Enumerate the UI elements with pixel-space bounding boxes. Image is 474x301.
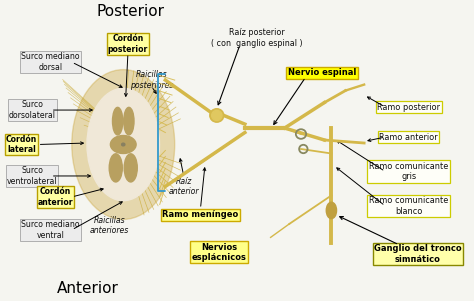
Text: Raíz
anterior: Raíz anterior bbox=[169, 177, 199, 196]
Text: Raicillas
anteriores: Raicillas anteriores bbox=[90, 216, 129, 235]
Text: Surco
dorsolateral: Surco dorsolateral bbox=[9, 100, 55, 120]
Text: Ramo posterior: Ramo posterior bbox=[377, 103, 440, 112]
Text: Ganglio del tronco
simпático: Ganglio del tronco simпático bbox=[374, 244, 462, 264]
Text: Cordón
posterior: Cordón posterior bbox=[108, 34, 148, 54]
Text: Posterior: Posterior bbox=[96, 4, 164, 19]
Ellipse shape bbox=[95, 100, 151, 189]
Ellipse shape bbox=[108, 154, 122, 184]
Ellipse shape bbox=[124, 154, 137, 182]
Ellipse shape bbox=[110, 135, 136, 154]
Text: Ramo anterior: Ramo anterior bbox=[379, 132, 438, 141]
Text: Surco
ventrolateral: Surco ventrolateral bbox=[7, 166, 57, 186]
Ellipse shape bbox=[111, 105, 123, 135]
Text: Raicillas
posteriores: Raicillas posteriores bbox=[130, 70, 173, 90]
Text: Raíz posterior
( con  ganglio espinal ): Raíz posterior ( con ganglio espinal ) bbox=[211, 29, 302, 48]
Text: Nervio espinal: Nervio espinal bbox=[288, 68, 356, 77]
Ellipse shape bbox=[212, 110, 222, 120]
Text: Ramo comunicante
blanco: Ramo comunicante blanco bbox=[369, 196, 448, 216]
Text: Cordón
lateral: Cordón lateral bbox=[6, 135, 37, 154]
Ellipse shape bbox=[124, 105, 135, 135]
Ellipse shape bbox=[125, 154, 139, 184]
Ellipse shape bbox=[72, 70, 175, 219]
Ellipse shape bbox=[87, 88, 159, 201]
Ellipse shape bbox=[326, 202, 337, 219]
Text: Ramo comunicante
gris: Ramo comunicante gris bbox=[369, 162, 448, 181]
Ellipse shape bbox=[210, 109, 224, 122]
Ellipse shape bbox=[122, 143, 125, 146]
Ellipse shape bbox=[112, 107, 123, 135]
Ellipse shape bbox=[109, 154, 122, 182]
Text: Ramo meníngeo: Ramo meníngeo bbox=[162, 210, 238, 219]
Text: Nervios
esplácnicos: Nervios esplácnicos bbox=[191, 243, 246, 262]
Text: Surco mediano
dorsal: Surco mediano dorsal bbox=[21, 52, 80, 72]
Text: Anterior: Anterior bbox=[57, 281, 119, 296]
Ellipse shape bbox=[124, 107, 134, 135]
Text: Surco mediano
ventral: Surco mediano ventral bbox=[21, 220, 80, 240]
Ellipse shape bbox=[109, 135, 137, 154]
Text: Cordón
anterior: Cordón anterior bbox=[37, 187, 73, 207]
